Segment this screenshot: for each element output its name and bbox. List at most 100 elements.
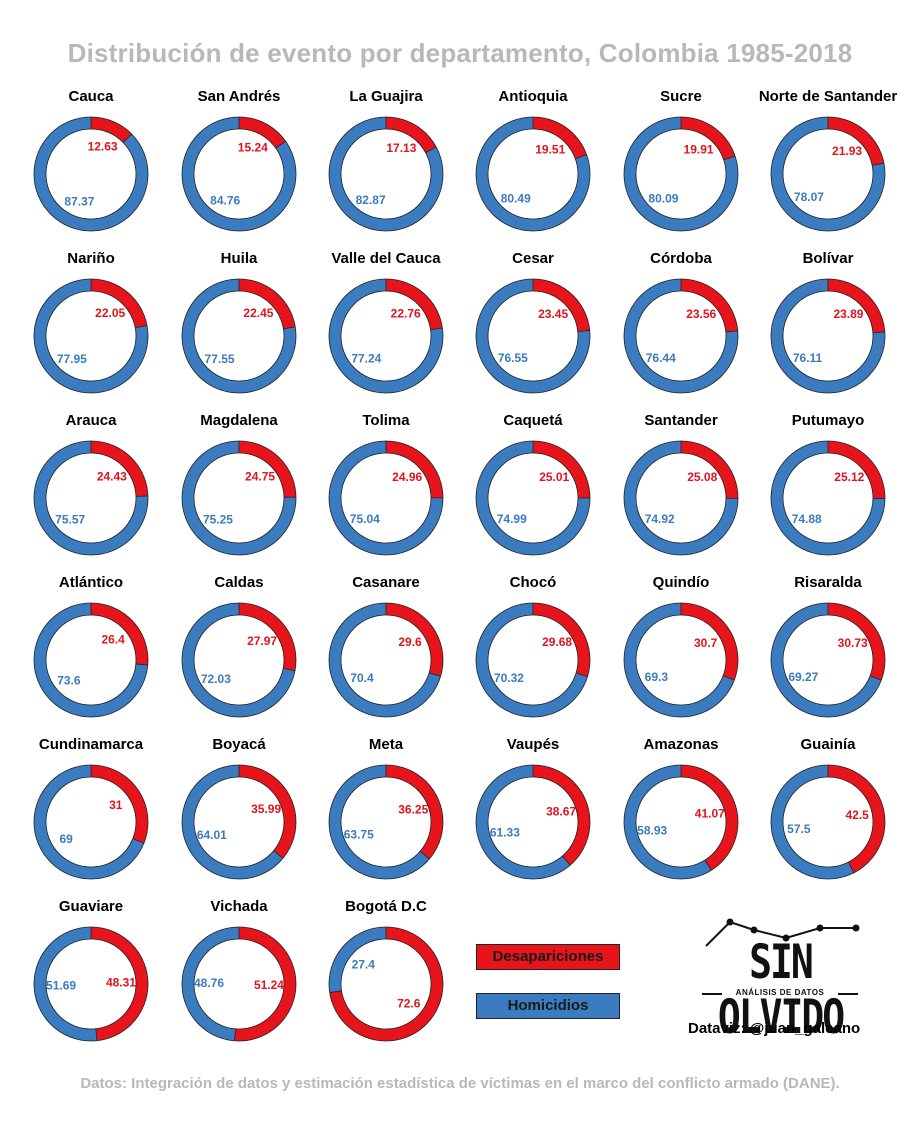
department-name: Bogotá D.C: [345, 898, 427, 915]
value-desapariciones: 23.56: [686, 307, 716, 321]
value-homicidios: 76.11: [793, 351, 823, 365]
value-desapariciones: 19.51: [535, 142, 565, 156]
slice-divider: [122, 133, 132, 143]
value-desapariciones: 25.01: [539, 470, 569, 484]
donut-4: Sucre 19.91 80.09: [623, 88, 739, 232]
value-desapariciones: 72.6: [397, 997, 421, 1011]
slice-desapariciones: [532, 117, 587, 160]
value-desapariciones: 48.31: [106, 975, 136, 989]
value-desapariciones: 24.43: [97, 469, 127, 483]
department-name: Valle del Cauca: [331, 250, 441, 267]
value-homicidios: 84.76: [210, 194, 240, 208]
value-homicidios: 80.49: [501, 192, 531, 206]
department-name: Boyacá: [212, 736, 266, 753]
department-name: Casanare: [352, 574, 420, 591]
slice-divider: [132, 838, 145, 844]
department-name: Magdalena: [200, 412, 278, 429]
value-desapariciones: 27.97: [247, 634, 277, 648]
value-homicidios: 80.09: [648, 191, 678, 205]
donut-11: Bolívar 23.89 76.11: [770, 250, 886, 394]
value-desapariciones: 31: [109, 798, 123, 812]
slice-desapariciones: [385, 603, 443, 677]
ring-inner-edge: [782, 452, 874, 544]
value-desapariciones: 51.24: [254, 978, 284, 992]
slice-divider: [273, 850, 284, 859]
slice-desapariciones: [827, 441, 885, 499]
value-homicidios: 87.37: [64, 195, 94, 209]
value-homicidios: 74.99: [497, 512, 527, 526]
department-name: Cesar: [512, 250, 554, 267]
slice-divider: [725, 330, 738, 333]
value-desapariciones: 24.96: [392, 470, 422, 484]
ring-inner-edge: [340, 614, 432, 706]
slice-desapariciones: [680, 279, 738, 333]
value-homicidios: 77.24: [351, 352, 381, 366]
value-homicidios: 72.03: [201, 672, 231, 686]
data-source-note: Datos: Integración de datos y estimación…: [80, 1075, 840, 1092]
value-homicidios: 63.75: [344, 828, 374, 842]
department-name: Caldas: [214, 574, 263, 591]
slice-desapariciones: [385, 117, 437, 153]
value-homicidios: 51.69: [46, 979, 76, 993]
slice-divider: [723, 675, 735, 681]
slice-divider: [704, 859, 712, 871]
dataviz-credit: Dataviz: @juan_galeano: [688, 1020, 861, 1037]
department-name: Santander: [644, 412, 718, 429]
department-name: Cauca: [68, 88, 114, 105]
value-desapariciones: 25.08: [687, 470, 717, 484]
slice-desapariciones: [90, 765, 148, 843]
department-name: Bolívar: [803, 250, 854, 267]
value-desapariciones: 30.73: [838, 636, 868, 650]
slice-desapariciones: [385, 765, 443, 860]
donut-1: San Andrés 15.24 84.76: [181, 88, 297, 232]
ring-inner-edge: [635, 776, 727, 868]
slice-divider: [234, 1028, 236, 1041]
ring-inner-edge: [782, 614, 874, 706]
slice-divider: [283, 667, 296, 671]
ring-inner-edge: [193, 614, 285, 706]
department-name: Sucre: [660, 88, 702, 105]
value-homicidios: 77.95: [57, 352, 87, 366]
department-name: Tolima: [362, 412, 410, 429]
slice-desapariciones: [238, 117, 286, 149]
ring-inner-edge: [193, 290, 285, 382]
logo-wordmark: SIN OLVIDO: [717, 934, 845, 1044]
slice-desapariciones: [238, 279, 296, 330]
slice-desapariciones: [532, 279, 590, 332]
ring-inner-edge: [635, 452, 727, 544]
slice-divider: [848, 861, 855, 873]
donut-21: Chocó 29.68 70.32: [475, 574, 591, 718]
donut-6: Nariño 22.05 77.95: [33, 250, 149, 394]
slice-desapariciones: [238, 603, 296, 671]
donut-7: Huila 22.45 77.55: [181, 250, 297, 394]
slice-divider: [872, 162, 885, 166]
slice-desapariciones: [238, 441, 296, 498]
ring-inner-edge: [340, 290, 432, 382]
value-desapariciones: 22.05: [95, 306, 125, 320]
slice-divider: [419, 850, 430, 860]
slice-desapariciones: [532, 765, 590, 866]
department-name: Cundinamarca: [39, 736, 144, 753]
slice-desapariciones: [827, 279, 885, 334]
slice-desapariciones: [385, 441, 443, 499]
department-name: Guaviare: [59, 898, 123, 915]
slice-desapariciones: [90, 441, 148, 497]
slice-desapariciones: [90, 279, 148, 328]
value-homicidios: 69.27: [788, 670, 818, 684]
donut-0: Cauca 12.63 87.37: [33, 88, 149, 232]
slice-divider: [430, 327, 443, 331]
slice-divider: [283, 326, 296, 330]
slice-desapariciones: [234, 927, 296, 1041]
donut-20: Casanare 29.6 70.4: [328, 574, 444, 718]
donut-3: Antioquia 19.51 80.49: [475, 88, 591, 232]
logo-subtitle: ANÁLISIS DE DATOS: [735, 988, 825, 997]
logo-line-graphic: [705, 918, 860, 947]
donut-17: Putumayo 25.12 74.88: [770, 412, 886, 556]
value-desapariciones: 26.4: [101, 633, 125, 647]
value-homicidios: 64.01: [197, 828, 227, 842]
department-name: Antioquia: [498, 88, 568, 105]
slice-desapariciones: [827, 765, 885, 873]
slice-divider: [869, 675, 882, 681]
donut-22: Quindío 30.7 69.3: [623, 574, 739, 718]
